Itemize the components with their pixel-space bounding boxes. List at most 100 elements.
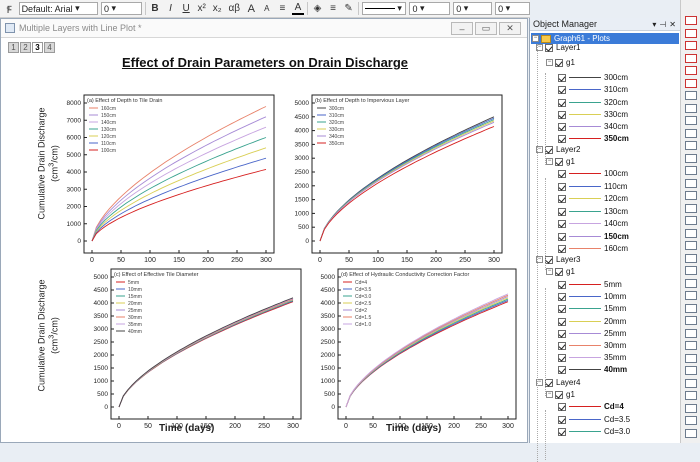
restore-button[interactable]: ▭ <box>475 22 497 35</box>
close-icon[interactable]: ✕ <box>669 19 676 29</box>
tool-icon[interactable] <box>685 328 697 338</box>
visibility-checkbox[interactable] <box>558 182 566 191</box>
tree-plot-item[interactable]: 160cm <box>558 243 628 254</box>
visibility-checkbox[interactable] <box>558 134 566 143</box>
tree-plot-item[interactable]: 20mm <box>558 316 626 327</box>
fill-color-icon[interactable]: ◈ <box>313 3 322 14</box>
tree-root[interactable]: − Graph61 - Plots <box>532 33 610 44</box>
collapse-icon[interactable]: − <box>546 59 553 66</box>
collapse-icon[interactable]: − <box>546 391 553 398</box>
tool-icon[interactable] <box>685 366 697 375</box>
tree-group-item[interactable]: − g1 <box>546 389 575 400</box>
visibility-checkbox[interactable] <box>545 43 553 52</box>
tree-plot-item[interactable]: 35mm <box>558 352 626 363</box>
tree-plot-item[interactable]: 300cm <box>558 72 628 83</box>
close-button[interactable]: ✕ <box>499 22 521 35</box>
tree-plot-item[interactable]: 10mm <box>558 291 626 302</box>
tool-icon[interactable] <box>685 41 697 50</box>
tree-plot-item[interactable]: 140cm <box>558 218 628 229</box>
tool-icon[interactable] <box>685 416 697 425</box>
visibility-checkbox[interactable] <box>558 427 566 436</box>
tree-plot-item[interactable]: 350cm <box>558 133 629 144</box>
visibility-checkbox[interactable] <box>555 390 563 399</box>
line-width-combo[interactable]: 0 ▾ <box>409 2 451 15</box>
collapse-icon[interactable]: − <box>536 256 543 263</box>
tree-plot-item[interactable]: 40mm <box>558 364 627 375</box>
tree-plot-item[interactable]: 25mm <box>558 328 626 339</box>
visibility-checkbox[interactable] <box>558 402 566 411</box>
tree-plot-item[interactable]: 15mm <box>558 303 626 314</box>
tree-plot-item[interactable]: 330cm <box>558 109 628 120</box>
line-style-icon[interactable]: ≡ <box>330 3 336 14</box>
visibility-checkbox[interactable] <box>558 169 566 178</box>
layer-tab-2[interactable]: 2 <box>20 42 31 53</box>
italic-button[interactable]: I <box>169 3 172 14</box>
tree-layer-item[interactable]: − Layer3 <box>536 254 580 265</box>
collapse-icon[interactable]: − <box>536 146 543 153</box>
visibility-checkbox[interactable] <box>558 280 566 289</box>
tree-plot-item[interactable]: Cd=3.0 <box>558 426 630 437</box>
tool-icon[interactable] <box>685 303 697 313</box>
tree-plot-item[interactable]: Cd=3.5 <box>558 414 630 425</box>
visibility-checkbox[interactable] <box>555 267 563 276</box>
tree-group-item[interactable]: − g1 <box>546 57 575 68</box>
bold-button[interactable]: B <box>151 3 159 14</box>
collapse-icon[interactable]: − <box>546 158 553 165</box>
tree-plot-item[interactable]: 320cm <box>558 97 628 108</box>
window-titlebar[interactable]: Multiple Layers with Line Plot * – ▭ ✕ <box>1 19 527 38</box>
tool-icon[interactable] <box>685 116 697 125</box>
tool-icon[interactable] <box>685 353 697 363</box>
visibility-checkbox[interactable] <box>558 292 566 301</box>
layer-tab-1[interactable]: 1 <box>8 42 19 53</box>
symbol-combo[interactable]: 0 ▾ <box>453 2 493 15</box>
superscript-button[interactable]: x² <box>197 3 206 14</box>
font-icon[interactable]: Ꞙ <box>6 4 12 16</box>
visibility-checkbox[interactable] <box>558 73 566 82</box>
greek-button[interactable]: αβ <box>228 3 241 14</box>
tool-icon[interactable] <box>685 166 697 175</box>
tool-icon[interactable] <box>685 278 697 288</box>
tool-icon[interactable] <box>685 28 697 38</box>
tool-icon[interactable] <box>685 241 697 250</box>
dropdown-icon[interactable]: ▾ <box>652 19 657 29</box>
shrink-font-button[interactable]: A <box>264 4 270 13</box>
visibility-checkbox[interactable] <box>558 365 566 374</box>
tool-icon[interactable] <box>685 378 697 388</box>
tool-icon[interactable] <box>685 391 697 400</box>
tool-icon[interactable] <box>685 216 697 225</box>
line-type-combo[interactable]: ▾ <box>361 2 407 15</box>
tree-layer-item[interactable]: − Layer1 <box>536 42 580 53</box>
minimize-button[interactable]: – <box>451 22 473 35</box>
tool-icon[interactable] <box>685 66 697 75</box>
tool-icon[interactable] <box>685 266 697 275</box>
align-button[interactable]: ≡ <box>279 3 286 14</box>
tool-icon[interactable] <box>685 91 697 100</box>
visibility-checkbox[interactable] <box>558 219 566 228</box>
tool-icon[interactable] <box>685 153 697 163</box>
tree-plot-item[interactable]: 150cm <box>558 231 629 242</box>
visibility-checkbox[interactable] <box>558 98 566 107</box>
tool-icon[interactable] <box>685 228 697 238</box>
layer-tab-4[interactable]: 4 <box>44 42 55 53</box>
visibility-checkbox[interactable] <box>545 255 553 264</box>
tool-icon[interactable] <box>685 203 697 213</box>
tool-icon[interactable] <box>685 178 697 188</box>
underline-button[interactable]: U <box>182 3 190 14</box>
tree-group-item[interactable]: − g1 <box>546 156 575 167</box>
visibility-checkbox[interactable] <box>555 58 563 67</box>
grow-font-button[interactable]: A <box>247 2 255 15</box>
visibility-checkbox[interactable] <box>558 353 566 362</box>
visibility-checkbox[interactable] <box>545 145 553 154</box>
tool-icon[interactable] <box>685 128 697 138</box>
visibility-checkbox[interactable] <box>558 194 566 203</box>
tool-icon[interactable] <box>685 16 697 25</box>
tool-icon[interactable] <box>685 191 697 200</box>
subscript-button[interactable]: x₂ <box>212 3 222 14</box>
tool-icon[interactable] <box>685 291 697 300</box>
tree-layer-item[interactable]: − Layer4 <box>536 377 580 388</box>
collapse-icon[interactable]: − <box>532 35 539 42</box>
tool-icon[interactable] <box>685 53 697 63</box>
tree-plot-item[interactable]: Cd=4 <box>558 401 624 412</box>
visibility-checkbox[interactable] <box>558 329 566 338</box>
tree-plot-item[interactable]: 340cm <box>558 121 628 132</box>
